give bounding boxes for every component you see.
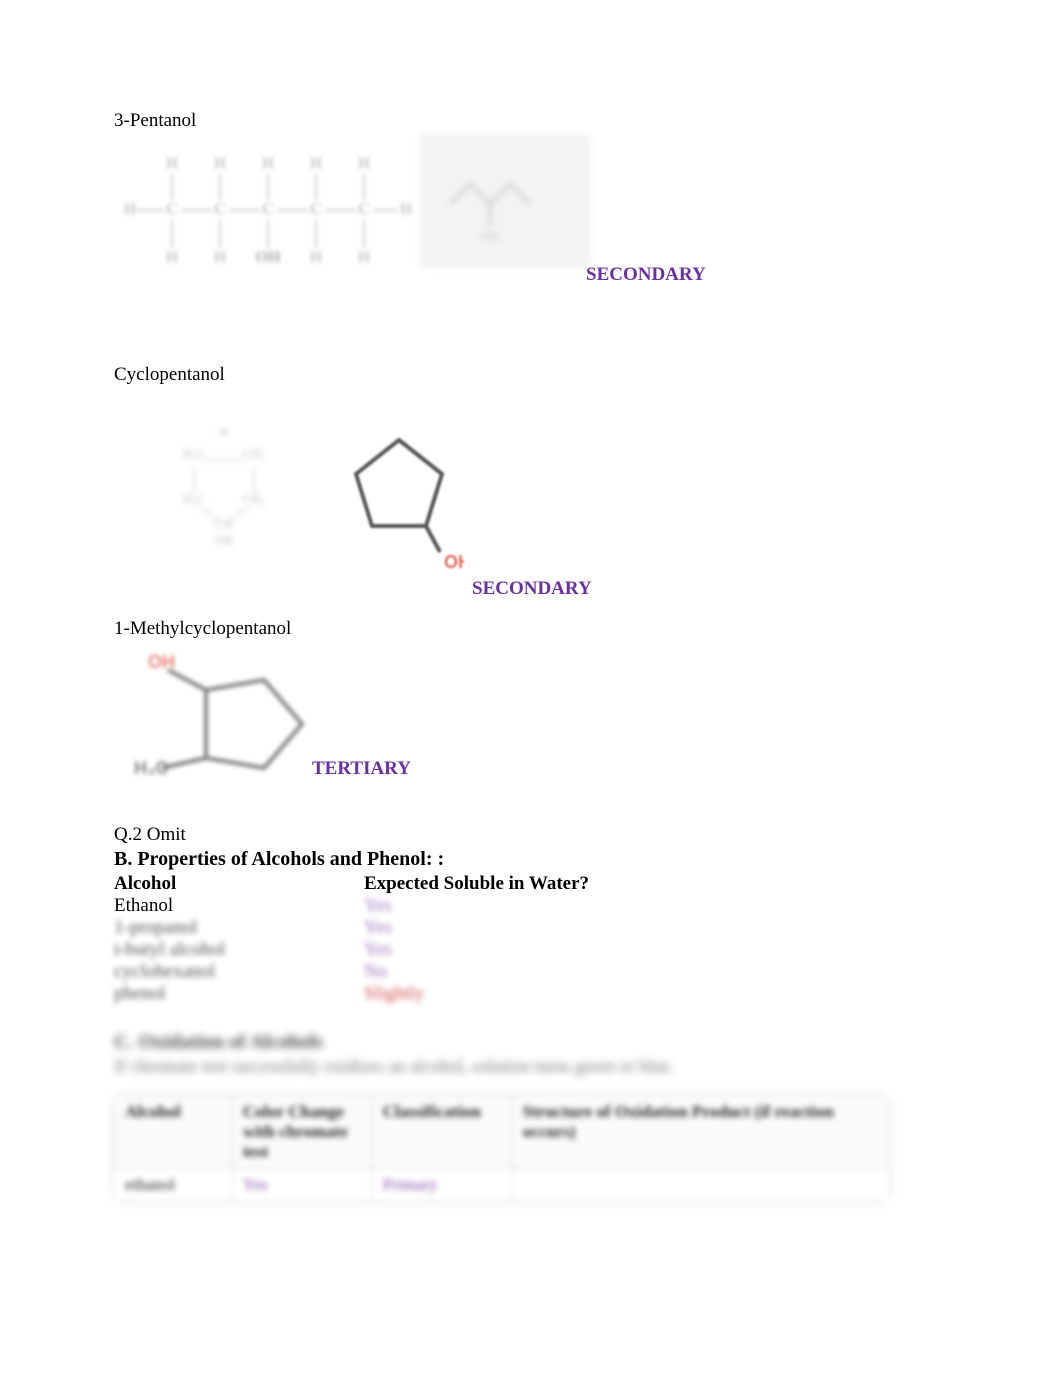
svg-text:H: H	[358, 155, 370, 172]
svg-text:H: H	[358, 249, 370, 266]
section-c-title: C. Oxidation of Alcohols	[114, 1031, 962, 1054]
svg-text:H: H	[214, 249, 226, 266]
solubility-alcohol: t-butyl alcohol	[114, 939, 364, 961]
section-c: C. Oxidation of Alcohols If chromate tes…	[114, 1031, 962, 1077]
svg-text:CH: CH	[215, 516, 233, 531]
pentanol-classification: SECONDARY	[586, 264, 706, 286]
svg-text:H: H	[310, 155, 322, 172]
svg-text:H: H	[214, 155, 226, 172]
solubility-alcohol: Ethanol	[114, 895, 364, 917]
pentanol-label: 3-Pentanol	[114, 110, 962, 132]
svg-text:H₃C: H₃C	[134, 758, 168, 778]
solubility-value: Yes	[364, 939, 392, 961]
solubility-row: t-butyl alcohol Yes	[114, 939, 962, 961]
solubility-row: 1-propanol Yes	[114, 917, 962, 939]
solubility-value: No	[364, 961, 387, 983]
svg-text:C: C	[167, 201, 178, 218]
svg-text:OH: OH	[148, 652, 175, 672]
svg-text:H: H	[124, 201, 136, 218]
cyclopentanol-classification: SECONDARY	[472, 578, 592, 600]
oxid-header-alcohol: Alcohol	[115, 1096, 233, 1169]
solubility-col1-header: Alcohol	[114, 873, 364, 895]
oxid-row: ethanol Yes Primary	[115, 1169, 890, 1202]
solubility-table: Alcohol Expected Soluble in Water? Ethan…	[114, 873, 962, 1005]
oxid-cell-alcohol: ethanol	[115, 1169, 233, 1202]
oxid-cell-product	[512, 1169, 889, 1202]
oxid-cell-color: Yes	[232, 1169, 372, 1202]
pentanol-lewis-structure: C C C C C H H H H H H H OH H H H H	[114, 138, 420, 278]
solubility-alcohol: phenol	[114, 983, 364, 1005]
cyclopentanol-skeletal-structure: OH	[334, 418, 464, 588]
q2-omit: Q.2 Omit	[114, 824, 962, 846]
svg-text:H₂C: H₂C	[183, 446, 206, 461]
solubility-value: Yes	[364, 917, 392, 939]
pentanol-skeletal-box: OH	[420, 134, 590, 268]
svg-text:OH: OH	[444, 552, 464, 572]
oxid-header-color: Color Change with chromate test	[232, 1096, 372, 1169]
svg-text:H: H	[262, 155, 274, 172]
solubility-row: phenol Slightly	[114, 983, 962, 1005]
cyclopentanol-structure-region: H H₂C CH₂ H₂C CH₂ CH OH OH SECONDARY	[114, 392, 962, 612]
solubility-alcohol: cyclohexanol	[114, 961, 364, 983]
solubility-alcohol: 1-propanol	[114, 917, 364, 939]
oxid-header-product: Structure of Oxidation Product (if react…	[512, 1096, 889, 1169]
oxidation-table: Alcohol Color Change with chromate test …	[114, 1095, 890, 1202]
oxid-cell-class: Primary	[372, 1169, 512, 1202]
svg-text:H: H	[166, 249, 178, 266]
svg-text:C: C	[359, 201, 370, 218]
methylcyclopentanol-classification: TERTIARY	[312, 758, 411, 780]
solubility-value: Yes	[364, 895, 392, 917]
solubility-col2-header: Expected Soluble in Water?	[364, 873, 589, 895]
cyclopentanol-lewis-structure: H H₂C CH₂ H₂C CH₂ CH OH	[164, 418, 284, 548]
methylcyclopentanol-structure: OH H₃C	[114, 646, 324, 786]
solubility-row: Ethanol Yes	[114, 895, 962, 917]
svg-text:OH: OH	[481, 229, 499, 243]
cyclopentanol-label: Cyclopentanol	[114, 364, 962, 386]
methylcyclopentanol-structure-region: OH H₃C TERTIARY	[114, 646, 962, 796]
svg-text:C: C	[311, 201, 322, 218]
section-c-subtitle: If chromate test successfully oxidizes a…	[114, 1056, 962, 1077]
svg-text:H: H	[219, 424, 228, 439]
pentanol-structure-region: C C C C C H H H H H H H OH H H H H	[114, 138, 962, 318]
solubility-value: Slightly	[364, 983, 424, 1005]
svg-text:OH: OH	[256, 249, 281, 266]
section-b-title: B. Properties of Alcohols and Phenol: :	[114, 848, 962, 871]
svg-text:C: C	[215, 201, 226, 218]
solubility-row: cyclohexanol No	[114, 961, 962, 983]
oxid-header-class: Classification	[372, 1096, 512, 1169]
svg-text:C: C	[263, 201, 274, 218]
svg-text:H: H	[310, 249, 322, 266]
svg-text:CH₂: CH₂	[243, 446, 266, 461]
svg-text:OH: OH	[215, 532, 234, 547]
methylcyclopentanol-label: 1-Methylcyclopentanol	[114, 618, 962, 640]
svg-text:H: H	[166, 155, 178, 172]
svg-text:H: H	[400, 201, 412, 218]
